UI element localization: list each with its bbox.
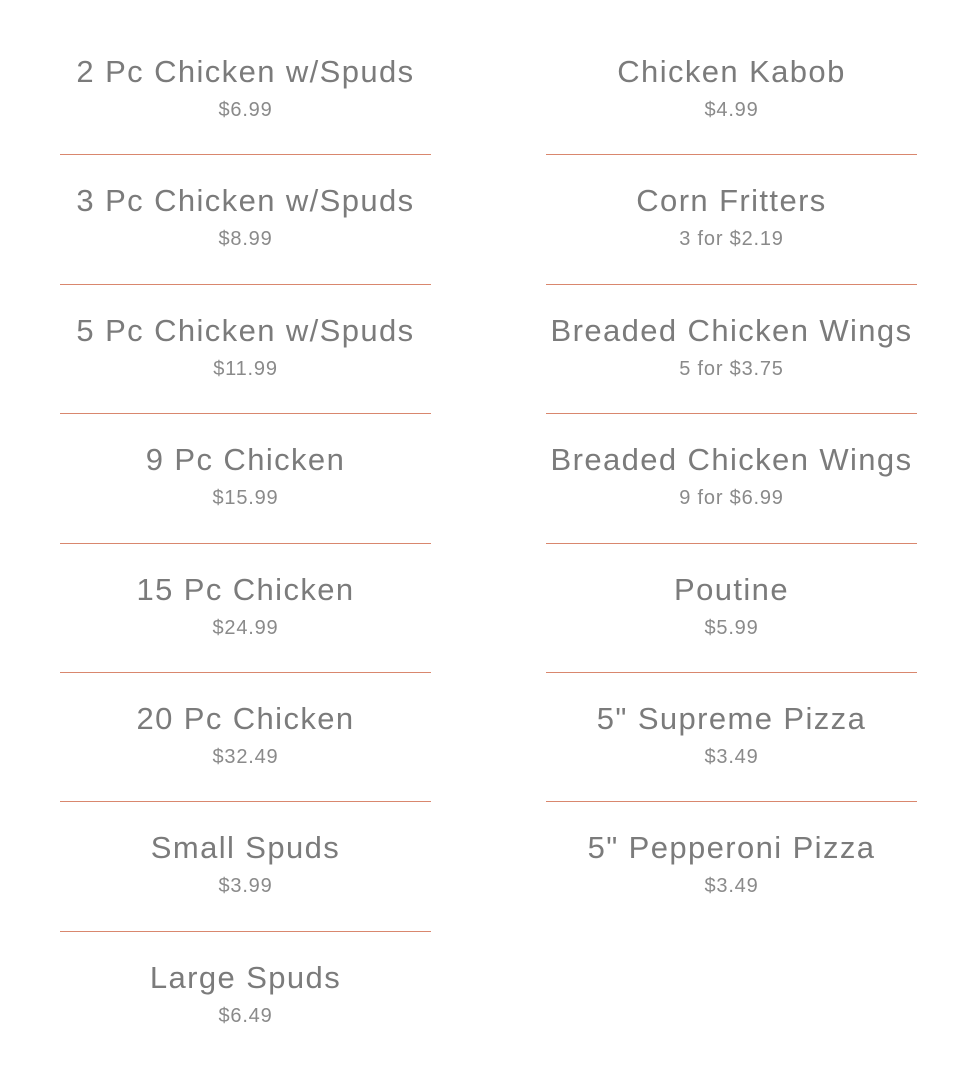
menu-item-price: $24.99: [212, 616, 279, 639]
menu-item-name: Large Spuds: [149, 959, 342, 995]
menu-item-price: $15.99: [212, 487, 279, 510]
menu-item-name: 5 Pc Chicken w/Spuds: [76, 312, 415, 348]
menu-item-name: 2 Pc Chicken w/Spuds: [76, 54, 415, 89]
menu-item-name: 5" Supreme Pizza: [596, 700, 867, 736]
menu-item-name: 5" Pepperoni Pizza: [587, 830, 876, 866]
menu-item-name: Small Spuds: [150, 830, 341, 866]
menu-item-price: $3.49: [704, 875, 759, 898]
menu-item-name: Breaded Chicken Wings: [550, 442, 913, 478]
menu-item: 3 Pc Chicken w/Spuds $8.99: [60, 155, 431, 285]
menu-item-name: Corn Fritters: [636, 183, 827, 219]
menu-item: Breaded Chicken Wings 9 for $6.99: [546, 414, 917, 544]
menu-item-name: 9 Pc Chicken: [145, 442, 346, 478]
menu-item: 15 Pc Chicken $24.99: [60, 544, 431, 673]
menu-item-price: 5 for $3.75: [679, 357, 784, 380]
menu-item: Poutine $5.99: [546, 544, 917, 673]
menu-item-name: 3 Pc Chicken w/Spuds: [76, 183, 415, 219]
menu-item-name: Breaded Chicken Wings: [550, 312, 913, 348]
menu-item-price: $32.49: [212, 745, 279, 768]
menu-column-right: Chicken Kabob $4.99 Corn Fritters 3 for $2.…: [546, 26, 917, 932]
menu-item-price: 9 for $6.99: [679, 487, 784, 510]
menu-item: 5" Pepperoni Pizza $3.49: [546, 802, 917, 931]
menu-column-left: 2 Pc Chicken w/Spuds $6.99 3 Pc Chicken w/…: [60, 26, 431, 1061]
menu-item-price: $6.99: [218, 99, 273, 121]
menu-item: 2 Pc Chicken w/Spuds $6.99: [60, 26, 431, 156]
menu-item: 5" Supreme Pizza $3.49: [546, 673, 917, 803]
menu-item: Corn Fritters 3 for $2.19: [546, 155, 917, 285]
menu-item-price: $3.99: [218, 875, 273, 898]
menu-item-name: Poutine: [674, 571, 789, 607]
menu-item-price: $11.99: [213, 357, 278, 380]
menu-item-price: $8.99: [218, 228, 273, 251]
menu-item: 9 Pc Chicken $15.99: [60, 414, 431, 544]
menu-item: Large Spuds $6.49: [60, 932, 431, 1061]
menu-item: 20 Pc Chicken $32.49: [60, 673, 431, 803]
menu-item: Small Spuds $3.99: [60, 802, 431, 932]
menu-item-name: Chicken Kabob: [617, 54, 846, 89]
menu-item: Chicken Kabob $4.99: [546, 26, 917, 156]
menu-item-price: $3.49: [704, 745, 759, 768]
menu-item-price: 3 for $2.19: [679, 228, 784, 251]
menu-item-price: $6.49: [218, 1004, 273, 1027]
menu-item-name: 15 Pc Chicken: [136, 571, 355, 607]
menu-item-name: 20 Pc Chicken: [136, 700, 355, 736]
menu-item-price: $5.99: [704, 616, 759, 639]
menu-item: 5 Pc Chicken w/Spuds $11.99: [60, 285, 431, 415]
menu-item: Breaded Chicken Wings 5 for $3.75: [546, 285, 917, 415]
menu-item-price: $4.99: [704, 99, 759, 121]
